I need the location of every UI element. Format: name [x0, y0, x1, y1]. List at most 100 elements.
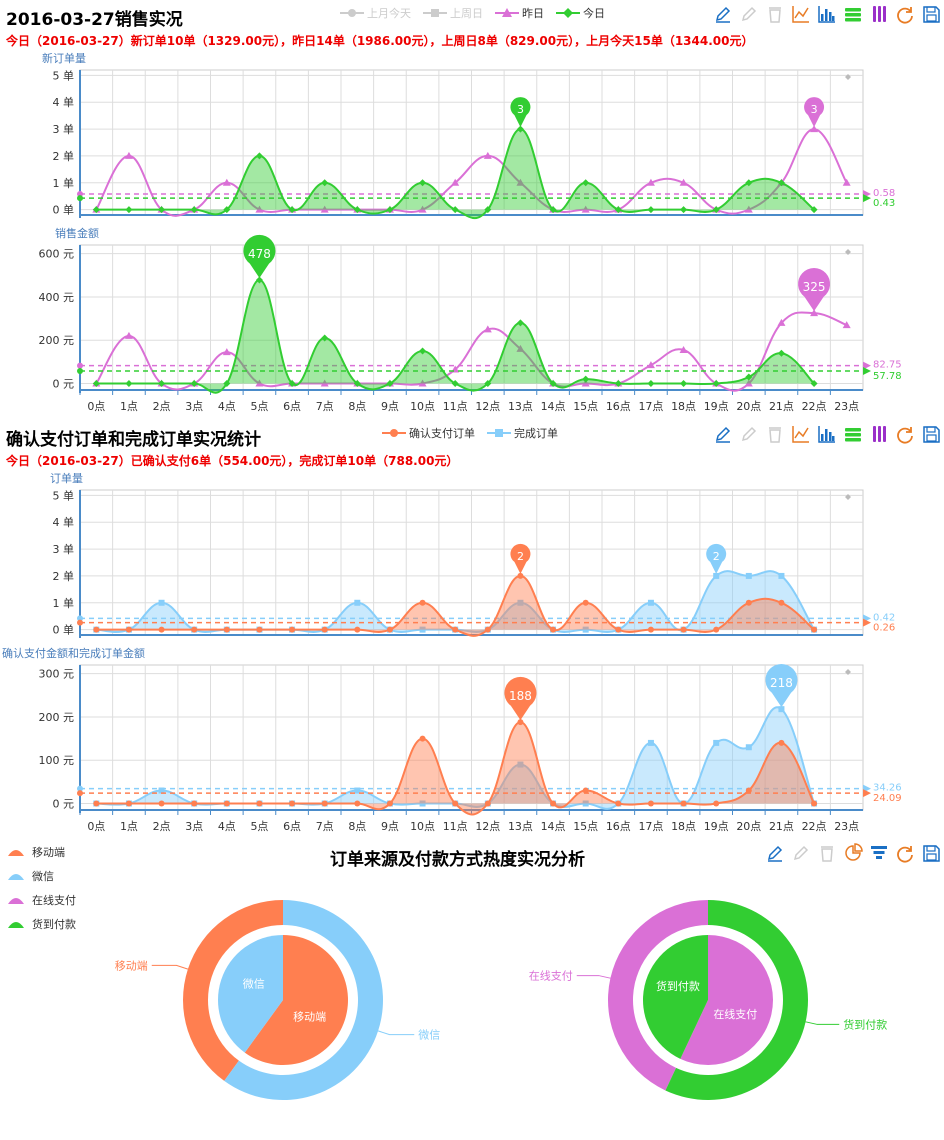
data-point — [614, 206, 622, 214]
save-icon[interactable] — [921, 4, 941, 24]
data-point — [419, 800, 426, 807]
data-point — [158, 800, 165, 807]
data-point — [842, 321, 851, 329]
x-tick-label: 3点 — [185, 400, 203, 413]
average-label: 0.43 — [873, 198, 895, 209]
data-point — [484, 380, 492, 388]
y-tick-label: 0 单 — [53, 204, 75, 217]
trash-icon[interactable] — [765, 424, 785, 444]
legend-label: 昨日 — [522, 7, 544, 20]
data-point — [158, 599, 165, 606]
max-pin-label: 218 — [770, 676, 793, 690]
data-point — [353, 206, 361, 214]
eraser-icon[interactable] — [791, 843, 811, 863]
max-pin — [510, 543, 531, 574]
data-point — [255, 379, 264, 387]
legend-item-online-pay[interactable]: 在线支付 — [6, 888, 76, 912]
legend-item-today[interactable]: 今日 — [556, 5, 605, 21]
bar-chart-icon[interactable] — [817, 424, 837, 444]
line-chart-icon[interactable] — [791, 424, 811, 444]
data-point — [680, 800, 687, 807]
restore-marker — [845, 249, 851, 255]
save-icon[interactable] — [921, 843, 941, 863]
x-tick-label: 17点 — [638, 400, 663, 413]
refresh-icon[interactable] — [895, 424, 915, 444]
average-start — [77, 785, 83, 792]
average-arrow — [863, 789, 871, 798]
edit-icon[interactable] — [713, 424, 733, 444]
legend-item-mobile[interactable]: 移动端 — [6, 840, 76, 864]
outer-slice-label: 货到付款 — [843, 1017, 887, 1031]
data-point — [516, 178, 525, 186]
data-point — [777, 349, 785, 357]
legend-item-last-week[interactable]: 上周日 — [423, 5, 483, 21]
bar-chart-icon[interactable] — [817, 4, 837, 24]
legend-item-yesterday[interactable]: 昨日 — [495, 5, 544, 21]
tiled-icon[interactable] — [869, 4, 889, 24]
outer-slice-label: 微信 — [418, 1028, 440, 1042]
edit-icon[interactable] — [765, 843, 785, 863]
eraser-icon[interactable] — [739, 424, 759, 444]
data-point — [191, 800, 198, 807]
data-point — [256, 626, 263, 633]
max-pin-label: 325 — [803, 280, 826, 294]
tiled-icon[interactable] — [869, 424, 889, 444]
y-tick-label: 200 元 — [39, 711, 75, 724]
data-point — [581, 379, 590, 387]
data-point — [778, 599, 785, 606]
inner-slice-label: 货到付款 — [656, 979, 700, 993]
legend-label: 确认支付订单 — [409, 427, 475, 440]
x-tick-label: 19点 — [704, 820, 729, 833]
data-point — [778, 739, 785, 746]
line-chart-icon[interactable] — [791, 4, 811, 24]
legend-item-cod[interactable]: 货到付款 — [6, 912, 76, 936]
data-point — [321, 334, 329, 342]
pie-icon[interactable] — [843, 843, 863, 863]
y-tick-label: 4 单 — [53, 516, 75, 529]
data-point — [386, 800, 393, 807]
stack-icon[interactable] — [843, 4, 863, 24]
stack-icon[interactable] — [843, 424, 863, 444]
funnel-icon[interactable] — [869, 843, 889, 863]
refresh-icon[interactable] — [895, 843, 915, 863]
data-point — [419, 626, 426, 633]
average-label: 24.09 — [873, 793, 902, 804]
legend-item-completed[interactable]: 完成订单 — [487, 425, 558, 441]
average-start — [77, 790, 83, 797]
data-point — [679, 178, 688, 186]
data-point — [255, 152, 263, 160]
average-start — [77, 362, 83, 369]
data-point — [419, 599, 426, 606]
eraser-icon[interactable] — [739, 4, 759, 24]
max-pin-label: 478 — [248, 247, 271, 261]
data-point — [125, 626, 132, 633]
data-point — [777, 318, 786, 326]
data-point — [255, 276, 263, 284]
data-point — [713, 626, 720, 633]
x-tick-label: 21点 — [769, 400, 794, 413]
y-axis-label: 销售金额 — [55, 226, 99, 240]
legend-item-confirmed[interactable]: 确认支付订单 — [382, 425, 475, 441]
data-point — [418, 379, 427, 387]
legend-item-wechat[interactable]: 微信 — [6, 864, 76, 888]
series-area — [96, 707, 815, 809]
trash-icon[interactable] — [765, 4, 785, 24]
trash-icon[interactable] — [817, 843, 837, 863]
data-point — [550, 626, 557, 633]
data-point — [615, 626, 622, 633]
average-start — [77, 615, 83, 622]
series-area — [96, 280, 815, 393]
edit-icon[interactable] — [713, 4, 733, 24]
x-tick-label: 2点 — [153, 400, 171, 413]
data-point — [582, 375, 590, 383]
save-icon[interactable] — [921, 424, 941, 444]
data-point — [419, 179, 427, 187]
data-point — [483, 325, 492, 333]
legend-item-last-month[interactable]: 上月今天 — [340, 5, 411, 21]
legend-label: 完成订单 — [514, 427, 558, 440]
refresh-icon[interactable] — [895, 4, 915, 24]
outer-slice — [224, 900, 383, 1100]
data-point — [745, 572, 752, 579]
x-tick-label: 8点 — [348, 400, 366, 413]
